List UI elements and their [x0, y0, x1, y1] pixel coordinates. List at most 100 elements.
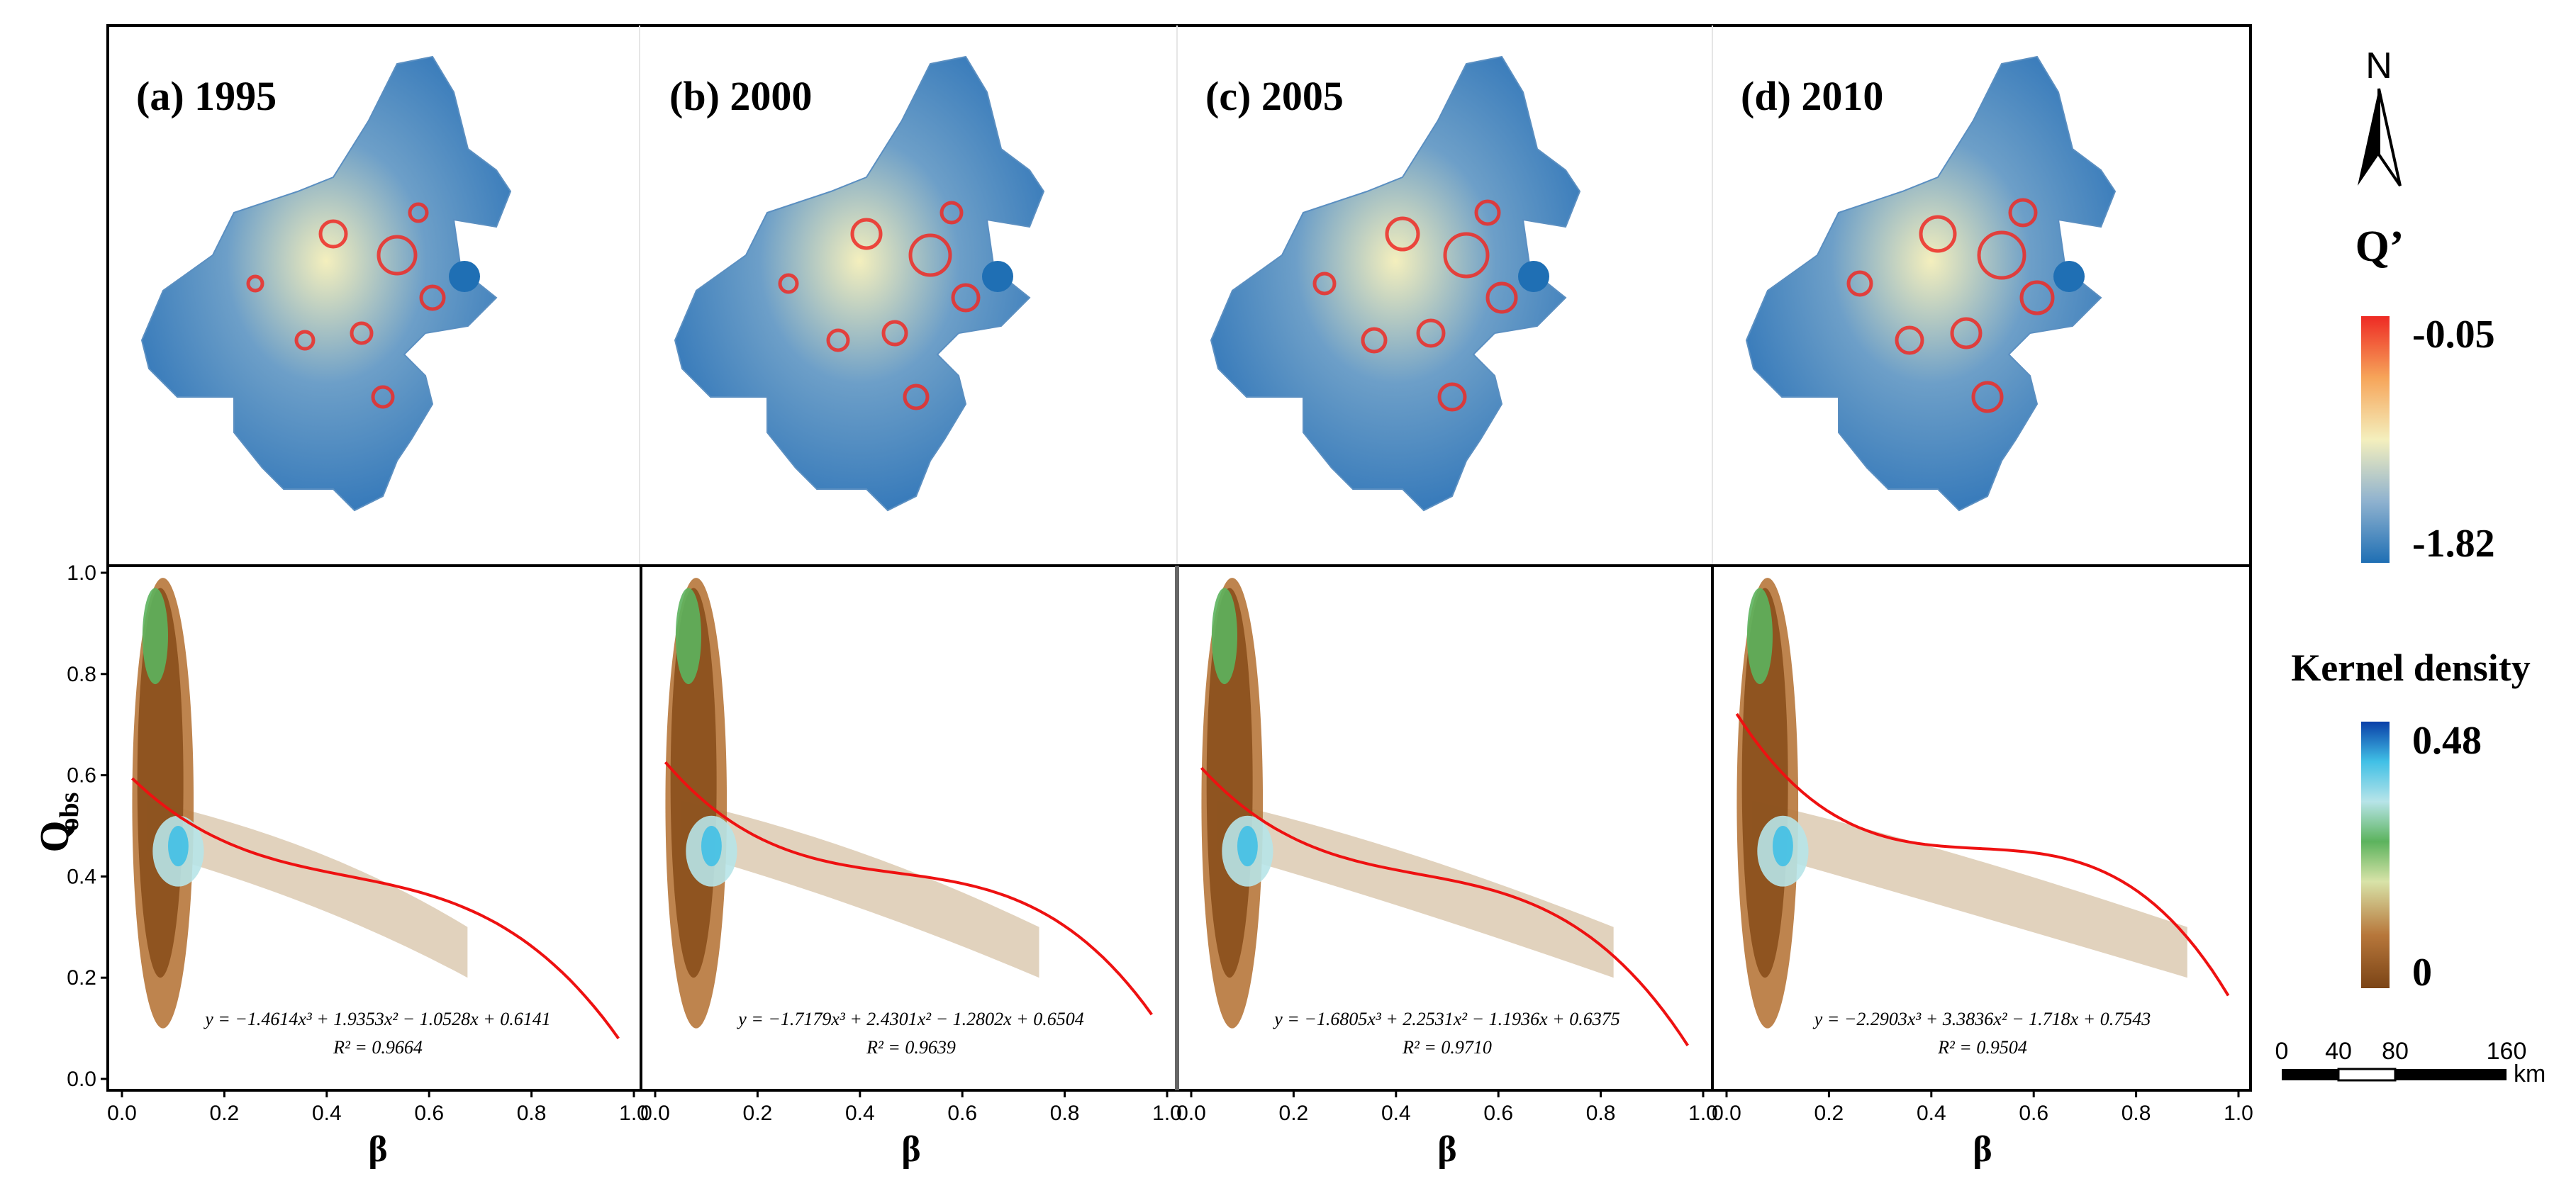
- map-hotspot: [419, 284, 446, 311]
- map-hotspot: [1385, 216, 1420, 252]
- map-hotspot: [350, 321, 374, 345]
- north-arrow-left-icon: [2358, 89, 2379, 186]
- map-region: [674, 55, 1045, 512]
- map-hotspot: [318, 219, 348, 249]
- plot-panel: y = −1.6805x³ + 2.2531x² − 1.1936x + 0.6…: [1176, 578, 1718, 1170]
- north-arrow: N: [2358, 45, 2402, 187]
- map-hotspot: [1416, 318, 1446, 348]
- kd-legend-max: 0.48: [2412, 719, 2482, 763]
- fit-r2: R² = 0.9664: [333, 1037, 423, 1058]
- map-lake: [449, 261, 480, 292]
- map-lake: [1518, 261, 1549, 292]
- fit-line: [1735, 712, 2230, 997]
- scale-tick-40: 40: [2325, 1038, 2352, 1065]
- q-legend: Q’ -0.05 -1.82: [2355, 223, 2495, 566]
- x-tick-label: 0.8: [2121, 1102, 2151, 1125]
- fit-equation: y = −1.6805x³ + 2.2531x² − 1.1936x + 0.6…: [1272, 1009, 1619, 1029]
- fit-line: [131, 777, 620, 1040]
- map-hotspot: [2019, 280, 2055, 315]
- scale-segment: [2395, 1069, 2507, 1080]
- kernel-density-legend: Kernel density 0.48 0: [2291, 647, 2530, 995]
- map-panel: (d) 2010: [1741, 55, 2117, 512]
- density-contour: [675, 588, 701, 685]
- map-hotspot: [1437, 382, 1467, 412]
- density-contour: [167, 826, 189, 867]
- fit-r2: R² = 0.9639: [866, 1037, 956, 1058]
- map-hotspot: [850, 218, 883, 250]
- map-panel-label: (b) 2000: [669, 73, 812, 119]
- map-hotspot: [951, 283, 981, 313]
- map-hotspot: [903, 384, 930, 410]
- x-tick-label: 0.2: [1279, 1102, 1309, 1125]
- map-hotspot: [826, 328, 850, 352]
- map-hotspot: [408, 202, 429, 223]
- map-hotspot: [1977, 230, 2026, 280]
- map-hotspot: [294, 330, 316, 351]
- y-tick-label: 0.4: [67, 865, 96, 888]
- y-tick-label: 1.0: [67, 561, 96, 585]
- scale-tick-0: 0: [2275, 1038, 2289, 1065]
- map-hotspot: [778, 273, 799, 294]
- x-tick-label: 1.0: [1152, 1102, 1182, 1125]
- map-hotspot: [2008, 198, 2038, 228]
- x-tick-label: 0.0: [1712, 1102, 1741, 1125]
- map-panel-label: (c) 2005: [1205, 73, 1344, 119]
- x-tick-label: 0.4: [845, 1102, 875, 1125]
- map-region: [1210, 55, 1581, 512]
- q-legend-min: -1.82: [2412, 522, 2495, 566]
- map-hotspot: [1950, 317, 1983, 349]
- map-lake: [2053, 261, 2085, 292]
- map-hotspot: [371, 385, 395, 409]
- x-tick-label: 0.8: [1050, 1102, 1080, 1125]
- plots-layer: y = −1.4614x³ + 1.9353x² − 1.0528x + 0.6…: [67, 561, 2253, 1170]
- density-contour: [701, 826, 722, 867]
- kd-legend-bar: [2361, 722, 2390, 988]
- map-region: [1745, 55, 2117, 512]
- plot-panel: y = −1.4614x³ + 1.9353x² − 1.0528x + 0.6…: [107, 578, 649, 1170]
- y-axis-label-sub: obs: [55, 793, 84, 832]
- x-tick-label: 0.4: [1917, 1102, 1946, 1125]
- map-panel: (a) 1995: [136, 55, 512, 512]
- x-tick-label: 0.0: [1176, 1102, 1206, 1125]
- map-hotspot: [1474, 199, 1501, 226]
- fit-equation: y = −2.2903x³ + 3.3836x² − 1.718x + 0.75…: [1812, 1009, 2151, 1029]
- map-hotspot: [1846, 270, 1873, 297]
- map-panel-label: (a) 1995: [136, 73, 277, 119]
- density-contour: [1746, 588, 1773, 685]
- map-hotspot: [1971, 381, 2004, 413]
- y-tick-label: 0.2: [67, 966, 96, 990]
- density-tail: [681, 800, 1039, 978]
- x-tick-label: 0.6: [2019, 1102, 2048, 1125]
- map-hotspot: [1485, 281, 1518, 314]
- fit-r2: R² = 0.9710: [1402, 1037, 1492, 1058]
- density-tail: [1217, 800, 1614, 978]
- y-tick-label: 0.6: [67, 764, 96, 788]
- kd-legend-min: 0: [2412, 951, 2432, 995]
- fit-line: [664, 761, 1153, 1016]
- x-tick-label: 0.2: [210, 1102, 240, 1125]
- map-hotspot: [1443, 232, 1490, 279]
- x-tick-label: 0.4: [312, 1102, 342, 1125]
- x-tick-label: 0.2: [1814, 1102, 1844, 1125]
- x-axis-label: β: [1437, 1129, 1456, 1170]
- map-hotspot: [1312, 272, 1337, 296]
- scale-tick-80: 80: [2382, 1038, 2409, 1065]
- map-hotspot: [377, 235, 418, 276]
- q-legend-title: Q’: [2355, 223, 2404, 271]
- kd-legend-title: Kernel density: [2291, 647, 2530, 689]
- fit-r2: R² = 0.9504: [1937, 1037, 2027, 1058]
- x-tick-label: 0.4: [1381, 1102, 1411, 1125]
- x-axis-label: β: [901, 1129, 920, 1170]
- density-contour: [1211, 588, 1237, 685]
- map-panel: (c) 2005: [1205, 55, 1581, 512]
- map-panel: (b) 2000: [669, 55, 1045, 512]
- density-tail: [1752, 800, 2187, 978]
- y-axis-label: Q obs: [31, 793, 84, 853]
- x-axis-label: β: [1973, 1129, 1992, 1170]
- plot-panel: y = −1.7179x³ + 2.4301x² − 1.2802x + 0.6…: [640, 578, 1182, 1170]
- map-hotspot: [881, 320, 908, 347]
- map-hotspot: [939, 201, 964, 225]
- density-contour: [1237, 826, 1258, 867]
- x-tick-label: 1.0: [1688, 1102, 1718, 1125]
